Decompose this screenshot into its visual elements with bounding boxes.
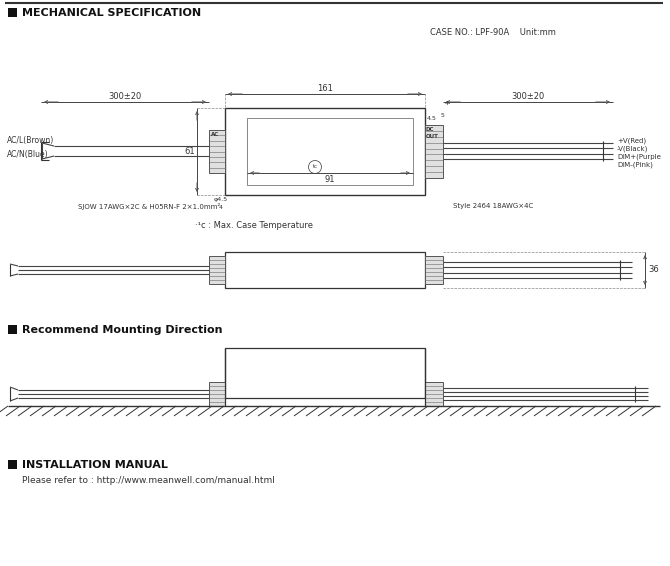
Bar (8, 8, 17, 17)
Text: MECHANICAL SPECIFICATION: MECHANICAL SPECIFICATION (22, 8, 201, 18)
Bar (425, 382, 443, 406)
Text: INSTALLATION MANUAL: INSTALLATION MANUAL (22, 460, 168, 470)
Text: AC/N(Blue): AC/N(Blue) (7, 151, 49, 160)
Text: 4: 4 (219, 205, 223, 210)
Text: 36: 36 (648, 265, 659, 275)
Text: OUT: OUT (426, 134, 439, 139)
Text: ·¹c : Max. Case Temperature: ·¹c : Max. Case Temperature (195, 221, 313, 230)
Bar (247, 118, 413, 185)
Text: CASE NO.: LPF-90A    Unit:mm: CASE NO.: LPF-90A Unit:mm (430, 28, 556, 37)
Text: 300±20: 300±20 (109, 92, 141, 101)
Text: SJOW 17AWG×2C & H05RN-F 2×1.0mm²: SJOW 17AWG×2C & H05RN-F 2×1.0mm² (78, 203, 220, 210)
Text: Please refer to : http://www.meanwell.com/manual.html: Please refer to : http://www.meanwell.co… (22, 476, 275, 485)
Text: tc: tc (312, 165, 318, 169)
Text: +V(Red): +V(Red) (617, 138, 646, 144)
Bar (209, 130, 225, 173)
Text: 5: 5 (441, 113, 445, 118)
Text: Recommend Mounting Direction: Recommend Mounting Direction (22, 325, 222, 335)
Text: 300±20: 300±20 (511, 92, 545, 101)
Text: -V(Black): -V(Black) (617, 146, 649, 152)
Bar (225, 348, 425, 398)
Bar (225, 108, 425, 195)
Text: 161: 161 (317, 84, 333, 93)
Bar (225, 252, 425, 288)
Bar (425, 256, 443, 284)
Text: φ4.5: φ4.5 (214, 197, 228, 202)
Text: 4: 4 (445, 101, 449, 106)
Bar (8, 460, 17, 469)
Text: 91: 91 (325, 175, 335, 184)
Text: DIM-(Pink): DIM-(Pink) (617, 162, 653, 168)
Bar (209, 382, 225, 406)
Text: 61: 61 (184, 147, 195, 156)
Text: DC: DC (426, 127, 435, 132)
Text: 4.5: 4.5 (427, 116, 437, 121)
Bar (8, 325, 17, 334)
Text: AC/L(Brown): AC/L(Brown) (7, 136, 54, 145)
Text: DIM+(Purple: DIM+(Purple (617, 154, 661, 160)
Bar (425, 125, 443, 178)
Text: AC: AC (211, 132, 219, 137)
Bar (209, 256, 225, 284)
Text: Style 2464 18AWG×4C: Style 2464 18AWG×4C (453, 203, 533, 209)
